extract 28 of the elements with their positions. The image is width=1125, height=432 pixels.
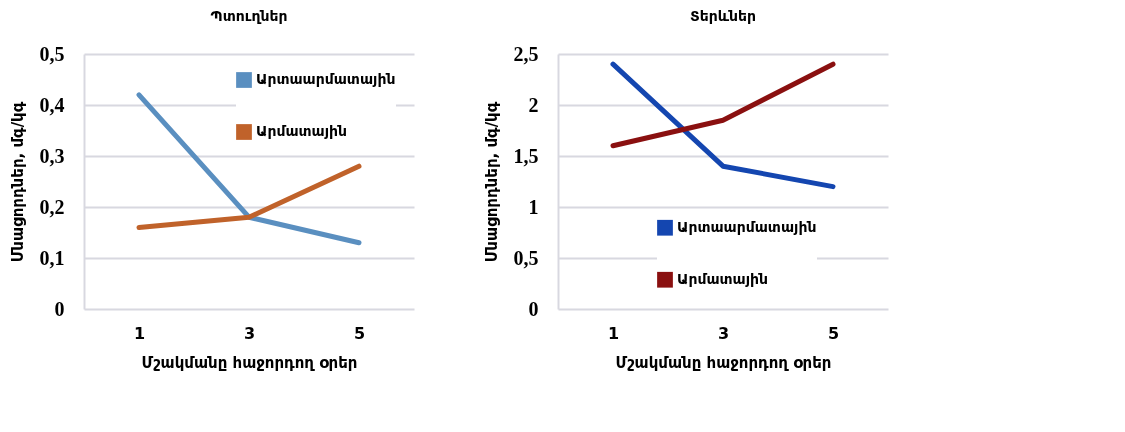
x-axis-title: Մշակմանը հաջորդող օրեր — [615, 353, 832, 372]
y-tick-label: 1 — [528, 195, 539, 218]
y-tick-label: 0,4 — [39, 93, 65, 116]
y-tick-label: 0,3 — [39, 144, 65, 167]
legend-label: Արմատային — [256, 123, 348, 139]
x-tick-label: 5 — [827, 323, 840, 343]
legend-label: Արմատային — [677, 270, 769, 287]
y-axis-title: Մնացորդներ, մգ/կգ — [482, 101, 501, 263]
y-tick-label: 0,5 — [513, 246, 539, 269]
y-tick-label: 0,5 — [39, 42, 65, 65]
y-tick-label: 0 — [528, 297, 539, 320]
legend-label: Արտաարմատային — [677, 218, 817, 235]
x-tick-label: 3 — [717, 323, 730, 343]
chart-title: Տերևներ — [689, 8, 757, 24]
y-tick-label: 0 — [54, 297, 65, 320]
y-tick-label: 1,5 — [513, 144, 539, 167]
y-tick-label: 2,5 — [513, 42, 539, 65]
y-tick-label: 0,1 — [39, 246, 65, 269]
chart-title: Պտուղներ — [210, 8, 288, 24]
legend-label: Արտաարմատային — [256, 71, 396, 87]
y-tick-label: 0,2 — [39, 195, 65, 218]
y-axis-title: Մնացորդներ, մգ/կգ — [8, 101, 27, 263]
x-tick-label: 3 — [243, 323, 256, 343]
x-tick-label: 1 — [133, 323, 146, 343]
x-axis-title: Մշակմանը հաջորդող օրեր — [141, 353, 358, 372]
x-tick-label: 5 — [353, 323, 366, 343]
x-tick-label: 1 — [607, 323, 620, 343]
y-tick-label: 2 — [528, 93, 539, 116]
